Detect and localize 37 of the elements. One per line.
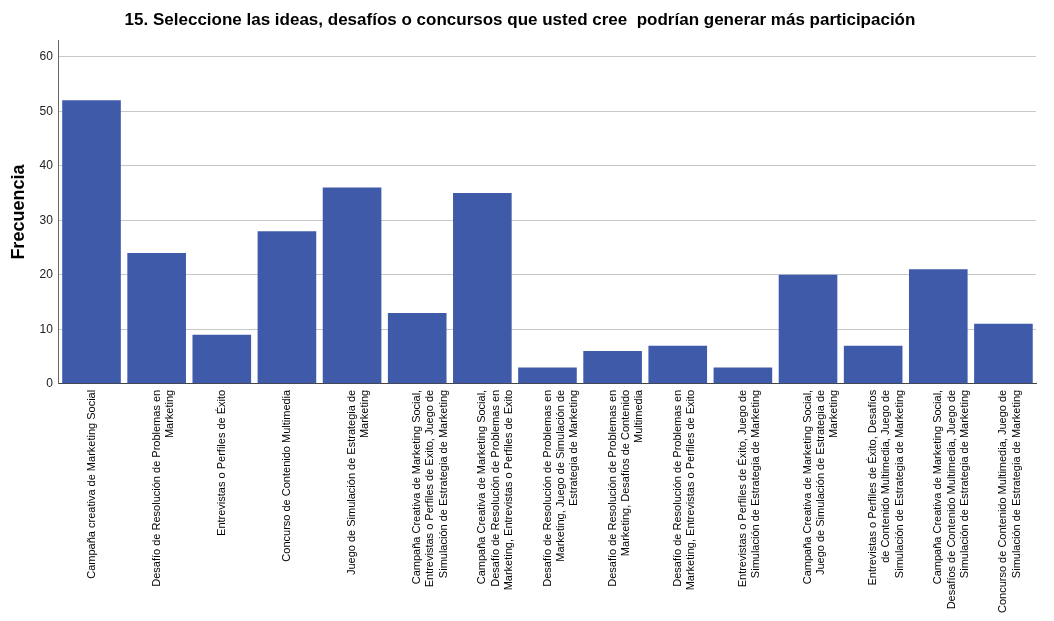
bar <box>843 345 903 384</box>
x-tick-label: Campaña Creativa de Marketing Social, Entrevistas o Perfiles de Exito, Juego de Simulación de Estrategia de Marketing <box>410 389 449 588</box>
bar <box>908 269 968 384</box>
x-tick-label: Entrevistas o Perfiles de Éxito <box>214 389 227 536</box>
y-tick-label: 40 <box>39 158 54 173</box>
y-tick-label: 20 <box>39 267 54 282</box>
bar <box>387 312 447 384</box>
y-tick-label: 30 <box>39 212 54 227</box>
x-tick-label: Entrevistas o Perfiles de Éxito, Desafíos de Contenido Multimedia, Juego de Simulación de Estrategia de Marketing <box>866 389 905 586</box>
x-tick-label: Campaña creativa de Marketing Social <box>84 389 97 579</box>
bar <box>713 367 773 384</box>
bar <box>127 252 186 384</box>
y-tick-label: 0 <box>46 376 54 391</box>
x-tick-label: Concurso de Contenido Multimedia <box>279 388 292 562</box>
y-tick-label: 60 <box>39 49 54 64</box>
bar <box>648 345 708 384</box>
x-tick-label: Desafío de Resolución de Problemas en Marketing <box>149 389 175 587</box>
bar <box>62 100 121 384</box>
bar <box>192 334 252 384</box>
x-tick-label: Desafío de Resolución de Problemas en Marketing, Entrevistas o Perfiles de Exito <box>670 389 696 591</box>
bar <box>453 193 512 384</box>
x-tick-label: Campaña Creativa de Marketing Social, Desafío de Resolución de Problemas en Marketing, Entrevistas o Perfiles de Exito <box>475 389 514 591</box>
chart-title: 15. Seleccione las ideas, desafíos o concursos que usted cree podrían generar más participación <box>124 9 916 29</box>
x-tick-label: Campaña Creativa de Marketing Social, Juego de Simulación de Estrategia de Marketing <box>801 389 840 585</box>
x-tick-label: Entrevistas o Perfiles de Éxito, Juego de Simulación de Estrategia de Marketing <box>735 389 762 588</box>
bar <box>322 187 382 384</box>
x-tick-label: Desafío de Resolución de Problemas en Marketing, Desafíos de Contenido Multimedia <box>605 388 645 587</box>
bar <box>518 367 577 384</box>
y-axis-title: Frecuencia <box>7 163 28 260</box>
y-tick-label: 50 <box>39 103 54 118</box>
bar <box>974 323 1033 384</box>
x-tick-label: Juego de Simulación de Estrategia de Marketing <box>345 389 371 576</box>
bar <box>257 231 317 384</box>
bar <box>583 351 642 384</box>
y-tick-label: 10 <box>39 321 54 336</box>
x-tick-label: Desafío de Resolución de Problemas en Marketing, Juego de Simulación de Estrategia de Marketing <box>540 389 579 587</box>
bar <box>778 274 838 384</box>
